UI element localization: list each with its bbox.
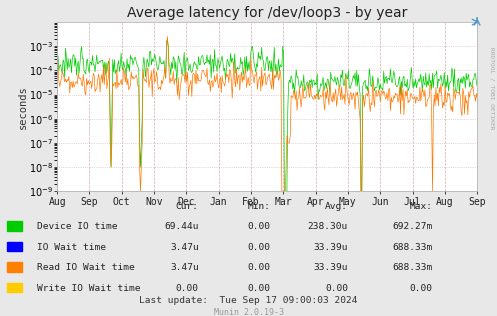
Text: 0.00: 0.00 xyxy=(248,284,271,293)
Text: 33.39u: 33.39u xyxy=(314,263,348,272)
Text: 3.47u: 3.47u xyxy=(170,263,199,272)
Text: Cur:: Cur: xyxy=(176,202,199,210)
Text: 0.00: 0.00 xyxy=(325,284,348,293)
Title: Average latency for /dev/loop3 - by year: Average latency for /dev/loop3 - by year xyxy=(127,6,408,20)
Text: 0.00: 0.00 xyxy=(248,263,271,272)
Text: 238.30u: 238.30u xyxy=(308,222,348,231)
Text: 688.33m: 688.33m xyxy=(392,243,432,252)
Y-axis label: seconds: seconds xyxy=(17,85,27,129)
Text: 0.00: 0.00 xyxy=(410,284,432,293)
Text: 0.00: 0.00 xyxy=(248,222,271,231)
Text: Read IO Wait time: Read IO Wait time xyxy=(37,263,135,272)
Text: Device IO time: Device IO time xyxy=(37,222,118,231)
Text: 0.00: 0.00 xyxy=(248,243,271,252)
Text: 3.47u: 3.47u xyxy=(170,243,199,252)
Text: Last update:  Tue Sep 17 09:00:03 2024: Last update: Tue Sep 17 09:00:03 2024 xyxy=(139,296,358,305)
Text: 0.00: 0.00 xyxy=(176,284,199,293)
Text: IO Wait time: IO Wait time xyxy=(37,243,106,252)
Text: 33.39u: 33.39u xyxy=(314,243,348,252)
Text: 692.27m: 692.27m xyxy=(392,222,432,231)
Text: Max:: Max: xyxy=(410,202,432,210)
Text: Avg:: Avg: xyxy=(325,202,348,210)
Text: Munin 2.0.19-3: Munin 2.0.19-3 xyxy=(214,308,283,316)
Text: 688.33m: 688.33m xyxy=(392,263,432,272)
Text: 69.44u: 69.44u xyxy=(165,222,199,231)
Text: Min:: Min: xyxy=(248,202,271,210)
Text: Write IO Wait time: Write IO Wait time xyxy=(37,284,141,293)
Text: RRDTOOL / TOBI OETIKER: RRDTOOL / TOBI OETIKER xyxy=(490,47,495,130)
